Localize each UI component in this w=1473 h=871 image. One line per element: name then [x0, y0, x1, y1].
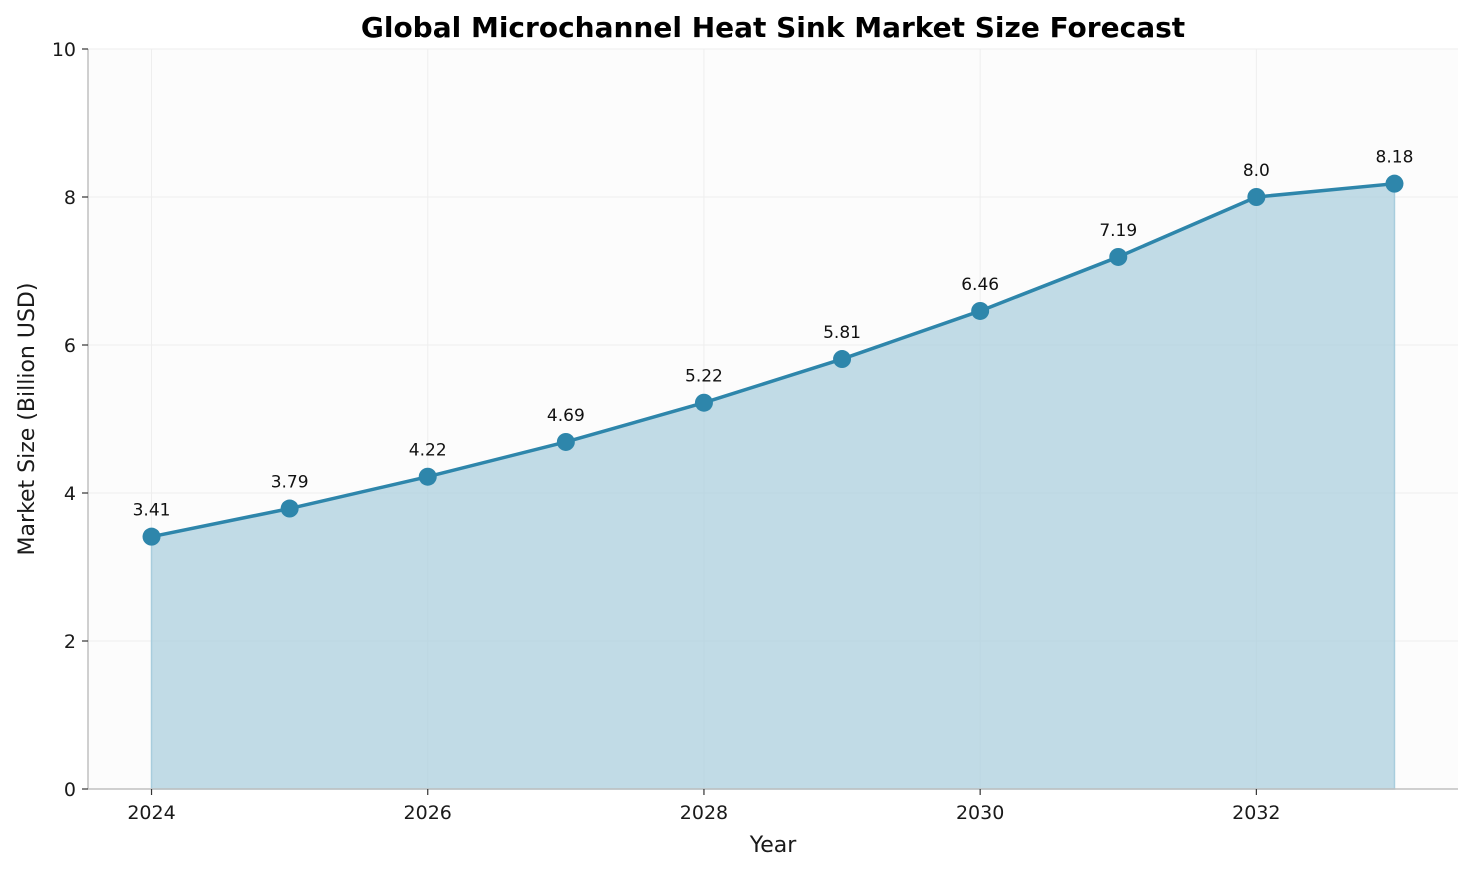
series-line	[149, 181, 1397, 539]
plot-area: 3.41 3.79 4.22 4.69 5.22 5.81 6.46 7.19 8.0 8.18	[88, 48, 1458, 790]
y-tick-label: 0	[64, 779, 76, 801]
data-label: 4.22	[409, 441, 447, 461]
data-label: 5.22	[685, 367, 723, 387]
data-markers	[142, 174, 1404, 546]
x-tick-label: 2032	[1232, 802, 1280, 824]
data-point	[1247, 188, 1266, 206]
x-tick-label: 2026	[404, 802, 452, 824]
data-point	[556, 432, 575, 451]
y-tick-label: 2	[64, 631, 76, 653]
data-point	[142, 527, 161, 546]
data-labels: 3.41 3.79 4.22 4.69 5.22 5.81 6.46 7.19 8.0 8.18	[133, 148, 1414, 521]
y-tick-label: 10	[52, 39, 76, 61]
y-tick-label: 8	[64, 187, 76, 209]
data-point	[1109, 247, 1128, 266]
data-point	[280, 499, 299, 518]
x-tick-label: 2030	[956, 802, 1004, 824]
data-label: 8.0	[1243, 161, 1270, 181]
axis-spines	[87, 49, 1458, 790]
y-axis-label: Market Size (Billion USD)	[15, 283, 40, 556]
data-label: 6.46	[961, 275, 999, 295]
data-label: 3.41	[133, 501, 171, 521]
data-label: 3.79	[271, 473, 309, 493]
data-point	[1385, 174, 1404, 193]
y-tick-label: 4	[64, 483, 76, 505]
x-tick-label: 2028	[680, 802, 728, 824]
y-tick-label: 6	[64, 335, 76, 357]
x-tick-label: 2024	[127, 802, 175, 824]
data-label: 7.19	[1099, 221, 1137, 241]
x-axis-ticks: 2024 2026 2028 2030 2032	[127, 789, 1281, 824]
data-point	[418, 467, 437, 486]
data-point	[694, 393, 713, 412]
data-label: 5.81	[823, 323, 861, 343]
data-point	[833, 350, 852, 369]
data-label: 4.69	[547, 406, 585, 426]
data-label: 8.18	[1376, 148, 1414, 168]
data-point	[971, 301, 990, 320]
chart-title: Global Microchannel Heat Sink Market Siz…	[361, 11, 1185, 44]
x-axis-label: Year	[749, 833, 798, 858]
y-axis-ticks: 0 2 4 6 8 10	[52, 39, 88, 801]
